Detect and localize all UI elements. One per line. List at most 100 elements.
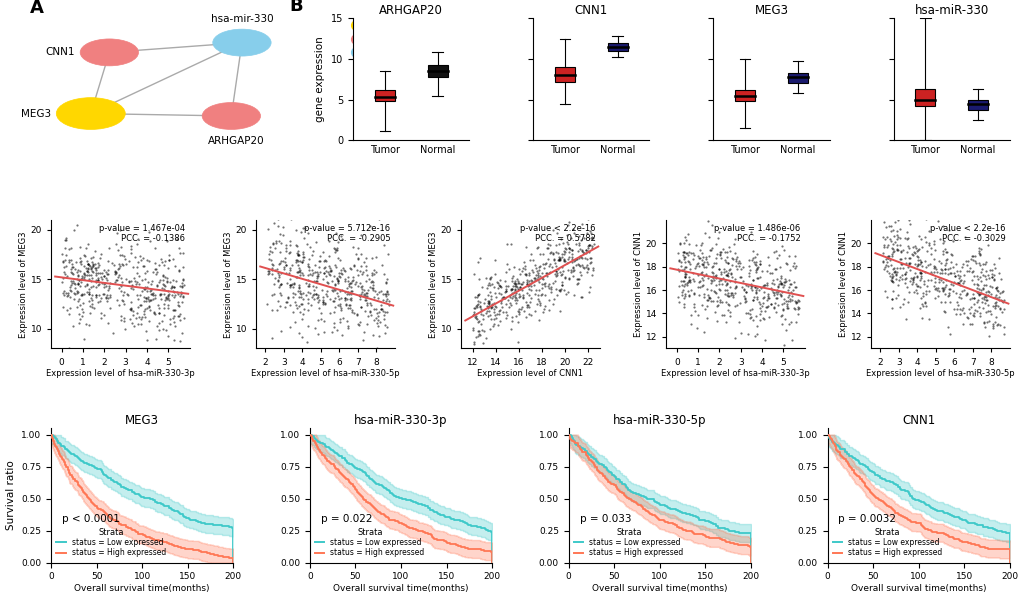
Point (307, 261, 323, 270)
Point (336, 267, 353, 276)
Point (925, 245, 942, 255)
Point (522, 297, 538, 307)
Point (715, 267, 732, 277)
Point (170, 243, 186, 253)
Point (565, 224, 581, 234)
Point (140, 294, 156, 304)
Point (87, 263, 103, 273)
Point (727, 301, 743, 310)
Point (375, 310, 391, 319)
Point (905, 278, 921, 287)
Point (364, 270, 380, 280)
Point (703, 267, 719, 277)
Point (928, 267, 945, 277)
Point (694, 260, 710, 270)
Point (348, 309, 365, 319)
Point (367, 252, 383, 262)
Point (756, 280, 772, 290)
Point (761, 268, 777, 278)
Point (889, 226, 905, 236)
Point (562, 246, 579, 255)
Point (168, 276, 184, 286)
Point (968, 280, 984, 289)
Point (363, 310, 379, 320)
Point (699, 284, 715, 294)
Point (580, 214, 596, 224)
Point (83, 264, 99, 274)
Point (306, 267, 322, 277)
Point (88, 290, 104, 299)
Point (151, 309, 167, 318)
Point (780, 319, 796, 329)
Point (957, 290, 973, 300)
Point (534, 283, 550, 292)
Point (89, 290, 105, 299)
Point (332, 293, 348, 303)
Point (79, 259, 96, 269)
Point (129, 290, 146, 300)
Point (523, 276, 539, 286)
Point (54, 302, 70, 312)
Point (294, 249, 311, 259)
Point (527, 306, 543, 316)
Point (90, 280, 106, 290)
Point (685, 276, 701, 286)
Point (882, 221, 899, 231)
Point (551, 286, 568, 295)
Point (143, 289, 159, 299)
Point (122, 297, 139, 307)
Point (716, 247, 733, 257)
Point (699, 273, 715, 283)
Point (909, 259, 925, 269)
FancyBboxPatch shape (554, 67, 575, 82)
Point (878, 266, 895, 275)
Point (941, 330, 957, 339)
Point (674, 247, 690, 257)
Point (758, 266, 774, 275)
Point (897, 273, 913, 283)
Point (492, 298, 508, 308)
Point (95, 290, 111, 299)
Point (129, 268, 146, 278)
Point (322, 270, 338, 280)
Point (551, 255, 568, 264)
Point (100, 283, 116, 293)
Point (289, 286, 306, 296)
Legend: lncRNA, mRNA, miRNA: lncRNA, mRNA, miRNA (346, 21, 404, 57)
Point (927, 285, 944, 295)
Point (110, 273, 126, 283)
Point (952, 275, 968, 284)
Point (689, 270, 705, 280)
Point (93, 249, 109, 259)
Point (753, 301, 769, 310)
Point (317, 298, 333, 308)
Point (901, 220, 917, 229)
Point (977, 295, 994, 305)
Point (976, 307, 993, 317)
Point (506, 295, 523, 305)
Point (165, 254, 181, 264)
Point (506, 279, 523, 289)
Point (154, 270, 170, 280)
Point (62, 280, 78, 289)
Point (682, 310, 698, 320)
Point (669, 298, 686, 307)
Point (329, 276, 345, 286)
Point (530, 296, 546, 306)
Point (878, 253, 895, 263)
Point (70, 318, 87, 327)
Point (782, 279, 798, 289)
Point (374, 306, 390, 316)
Point (64, 259, 81, 269)
Point (120, 277, 137, 287)
Point (316, 256, 332, 266)
Point (503, 273, 520, 283)
Point (466, 269, 482, 279)
Point (927, 264, 944, 273)
Point (525, 273, 541, 283)
Point (77, 319, 94, 329)
Point (112, 261, 128, 270)
Point (146, 308, 162, 318)
Point (371, 331, 387, 341)
Point (322, 294, 338, 304)
